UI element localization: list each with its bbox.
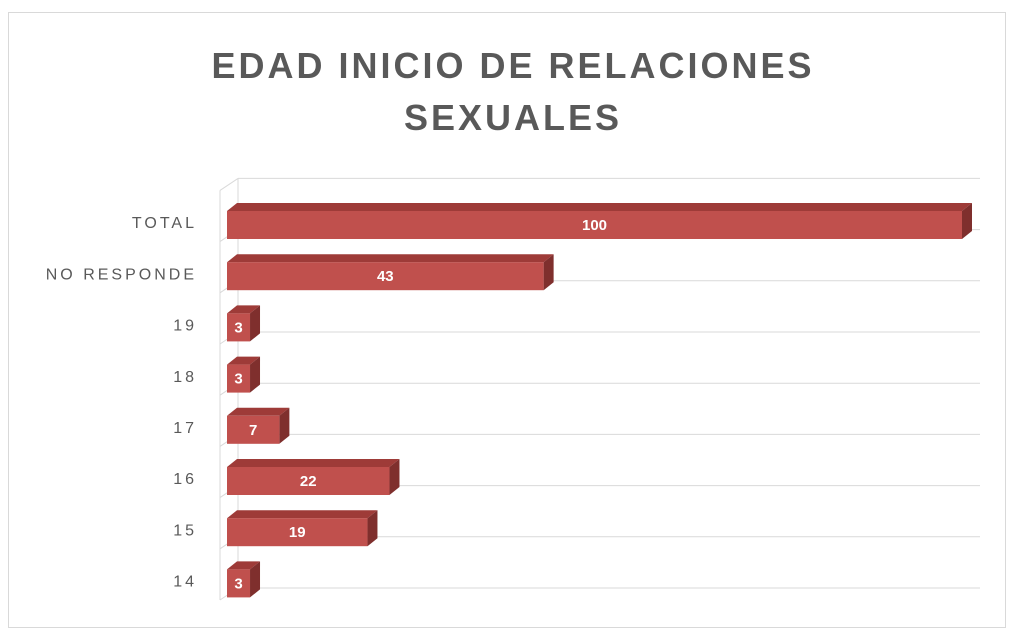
data-label: 3 [234, 371, 242, 388]
wall-line [219, 177, 239, 191]
y-tick-label: 17 [173, 420, 197, 437]
bar-front [227, 467, 390, 495]
bar [227, 407, 290, 444]
bar-top [227, 510, 378, 519]
bar-side [543, 254, 554, 291]
bar-side [250, 305, 261, 342]
bar-front [227, 518, 368, 547]
bar-front [227, 211, 962, 239]
bar-side [250, 356, 261, 393]
bar-top [227, 356, 261, 365]
bar-top [227, 561, 261, 570]
bar-side [367, 510, 378, 547]
bar-side [389, 459, 400, 495]
bar-top [227, 459, 400, 467]
bar-top [227, 203, 972, 211]
y-tick-label: 15 [173, 522, 197, 539]
data-label: 100 [582, 217, 607, 234]
bar-top [227, 305, 261, 314]
data-label: 3 [234, 319, 242, 336]
bar-top [227, 407, 290, 416]
bar-front [227, 262, 544, 291]
y-tick-label: 18 [173, 369, 197, 386]
chart-title: EDAD INICIO DE RELACIONES SEXUALES [211, 45, 815, 138]
y-tick-label: 19 [173, 318, 197, 335]
y-tick-label: 16 [173, 471, 197, 488]
bar [227, 561, 261, 598]
bar [227, 305, 261, 342]
bar-front [227, 364, 251, 393]
chart-frame [8, 12, 1006, 628]
bar-front [227, 415, 280, 444]
bar [227, 459, 400, 495]
bar-side [962, 203, 972, 239]
data-label: 3 [234, 575, 242, 592]
bar-front [227, 313, 251, 342]
data-label: 7 [249, 422, 257, 439]
bar-top [227, 254, 554, 263]
data-label: 22 [300, 473, 317, 490]
y-tick-label: TOTAL [132, 215, 197, 232]
bar-front [227, 569, 251, 598]
data-label: 19 [289, 524, 306, 541]
bar [227, 356, 261, 393]
bar [227, 510, 378, 547]
y-tick-label: NO RESPONDE [46, 266, 197, 283]
bar-side [279, 407, 290, 444]
y-tick-label: 14 [173, 574, 197, 591]
bar [227, 203, 972, 239]
bar-side [250, 561, 261, 598]
data-label: 43 [377, 268, 394, 285]
bar [227, 254, 554, 291]
